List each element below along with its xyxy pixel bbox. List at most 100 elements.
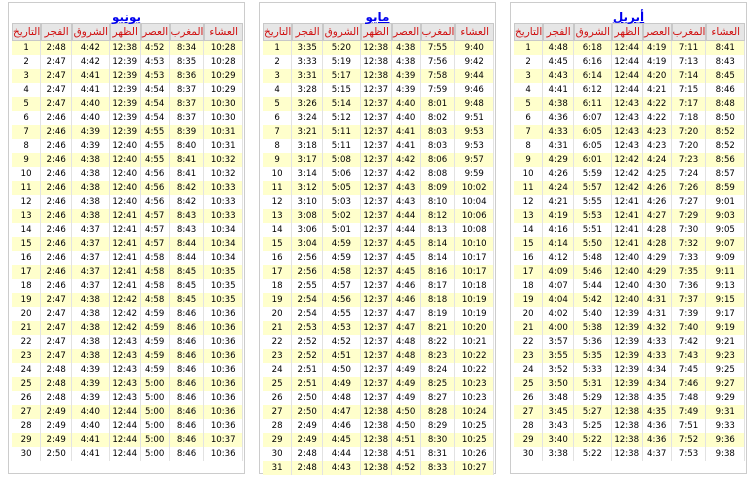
cell-date: 10 xyxy=(12,167,42,181)
cell-shuruq: 5:50 xyxy=(574,237,612,251)
cell-fajr: 2:49 xyxy=(292,419,324,433)
cell-fajr: 3:52 xyxy=(543,363,575,377)
cell-shuruq: 4:38 xyxy=(72,321,110,335)
cell-fajr: 4:14 xyxy=(543,237,575,251)
cell-dhuhr: 12:40 xyxy=(109,195,141,209)
cell-maghrib: 8:46 xyxy=(169,433,205,447)
month-link-april[interactable]: أبريل xyxy=(612,10,645,24)
cell-fajr: 2:56 xyxy=(292,265,324,279)
cell-maghrib: 8:03 xyxy=(420,139,456,153)
cell-fajr: 2:50 xyxy=(292,405,324,419)
cell-asr: 4:35 xyxy=(642,391,672,405)
table-row: 1 3:35 5:20 12:38 4:38 7:55 9:40 xyxy=(263,41,494,55)
cell-asr: 4:39 xyxy=(391,83,421,97)
table-row: 24 2:48 4:39 12:43 4:59 8:46 10:36 xyxy=(12,363,243,377)
cell-isha: 10:36 xyxy=(204,419,243,433)
cell-isha: 9:38 xyxy=(706,447,745,461)
cell-maghrib: 7:20 xyxy=(671,125,707,139)
cell-dhuhr: 12:37 xyxy=(360,209,392,223)
cell-shuruq: 5:35 xyxy=(574,349,612,363)
cell-isha: 10:33 xyxy=(204,181,243,195)
cell-asr: 4:28 xyxy=(642,237,672,251)
cell-asr: 4:41 xyxy=(391,125,421,139)
cell-dhuhr: 12:37 xyxy=(360,237,392,251)
cell-date: 27 xyxy=(263,405,293,419)
cell-fajr: 2:47 xyxy=(41,335,73,349)
cell-isha: 10:32 xyxy=(204,153,243,167)
cell-date: 17 xyxy=(263,265,293,279)
month-link-may[interactable]: مايو xyxy=(365,10,390,24)
cell-asr: 4:49 xyxy=(391,377,421,391)
table-row: 31 2:48 4:43 12:38 4:52 8:33 10:27 xyxy=(263,461,494,475)
cell-asr: 4:59 xyxy=(140,363,170,377)
cell-dhuhr: 12:38 xyxy=(360,55,392,69)
cell-dhuhr: 12:44 xyxy=(611,83,643,97)
cell-shuruq: 5:22 xyxy=(574,433,612,447)
cell-shuruq: 4:40 xyxy=(72,111,110,125)
table-row: 6 3:24 5:12 12:37 4:40 8:02 9:51 xyxy=(263,111,494,125)
cell-date: 9 xyxy=(263,153,293,167)
table-row: 21 2:47 4:38 12:42 4:59 8:46 10:36 xyxy=(12,321,243,335)
cell-maghrib: 7:35 xyxy=(671,265,707,279)
table-row: 22 2:52 4:52 12:37 4:48 8:22 10:21 xyxy=(263,335,494,349)
cell-maghrib: 8:40 xyxy=(169,139,205,153)
cell-maghrib: 8:45 xyxy=(169,279,205,293)
cell-fajr: 2:50 xyxy=(292,391,324,405)
month-link-june[interactable]: يونيو xyxy=(112,10,141,24)
cell-maghrib: 8:30 xyxy=(420,433,456,447)
cell-shuruq: 4:43 xyxy=(323,461,361,475)
table-row: 2 2:47 4:42 12:39 4:53 8:35 10:28 xyxy=(12,55,243,69)
cell-fajr: 2:54 xyxy=(292,307,324,321)
cell-dhuhr: 12:38 xyxy=(611,391,643,405)
cell-maghrib: 8:37 xyxy=(169,111,205,125)
column-header-shuruq: الشروق xyxy=(72,23,110,41)
cell-date: 30 xyxy=(514,447,544,461)
cell-dhuhr: 12:44 xyxy=(611,41,643,55)
table-row: 16 2:46 4:37 12:41 4:58 8:44 10:34 xyxy=(12,251,243,265)
cell-shuruq: 4:39 xyxy=(72,391,110,405)
cell-fajr: 2:47 xyxy=(41,97,73,111)
cell-asr: 4:19 xyxy=(642,41,672,55)
cell-dhuhr: 12:41 xyxy=(109,237,141,251)
cell-dhuhr: 12:37 xyxy=(360,279,392,293)
cell-maghrib: 8:34 xyxy=(169,41,205,55)
table-row: 5 4:38 6:11 12:43 4:22 7:17 8:48 xyxy=(514,97,745,111)
cell-shuruq: 5:14 xyxy=(323,97,361,111)
cell-maghrib: 7:17 xyxy=(671,97,707,111)
cell-asr: 4:20 xyxy=(642,69,672,83)
cell-isha: 9:21 xyxy=(706,335,745,349)
cell-fajr: 2:47 xyxy=(41,69,73,83)
cell-isha: 10:21 xyxy=(455,335,494,349)
cell-dhuhr: 12:40 xyxy=(109,139,141,153)
cell-dhuhr: 12:38 xyxy=(109,41,141,55)
cell-fajr: 4:41 xyxy=(543,83,575,97)
cell-fajr: 3:26 xyxy=(292,97,324,111)
cell-shuruq: 5:38 xyxy=(574,321,612,335)
table-row: 13 3:08 5:02 12:37 4:44 8:12 10:06 xyxy=(263,209,494,223)
cell-asr: 4:24 xyxy=(642,153,672,167)
cell-asr: 4:47 xyxy=(391,307,421,321)
cell-isha: 9:07 xyxy=(706,237,745,251)
cell-maghrib: 8:33 xyxy=(420,461,456,475)
cell-date: 6 xyxy=(514,111,544,125)
cell-date: 9 xyxy=(514,153,544,167)
cell-fajr: 2:46 xyxy=(41,209,73,223)
cell-date: 11 xyxy=(514,181,544,195)
cell-dhuhr: 12:38 xyxy=(611,433,643,447)
cell-maghrib: 8:13 xyxy=(420,223,456,237)
cell-asr: 4:51 xyxy=(391,433,421,447)
cell-asr: 5:00 xyxy=(140,405,170,419)
cell-shuruq: 4:40 xyxy=(72,419,110,433)
cell-fajr: 3:50 xyxy=(543,377,575,391)
table-row: 26 2:50 4:48 12:37 4:49 8:27 10:23 xyxy=(263,391,494,405)
cell-asr: 4:47 xyxy=(391,321,421,335)
month-panel-may: مايو التاريخ الفجر الشروق الظهر العصر المغرب ا… xyxy=(259,2,496,475)
cell-fajr: 2:52 xyxy=(292,335,324,349)
cell-date: 23 xyxy=(514,349,544,363)
cell-isha: 9:33 xyxy=(706,419,745,433)
cell-asr: 4:22 xyxy=(642,97,672,111)
cell-shuruq: 5:51 xyxy=(574,223,612,237)
month-panel-april: أبريل التاريخ الفجر الشروق الظهر العصر المغرب… xyxy=(510,2,747,474)
cell-dhuhr: 12:37 xyxy=(360,363,392,377)
table-row: 29 3:40 5:22 12:38 4:36 7:52 9:36 xyxy=(514,433,745,447)
